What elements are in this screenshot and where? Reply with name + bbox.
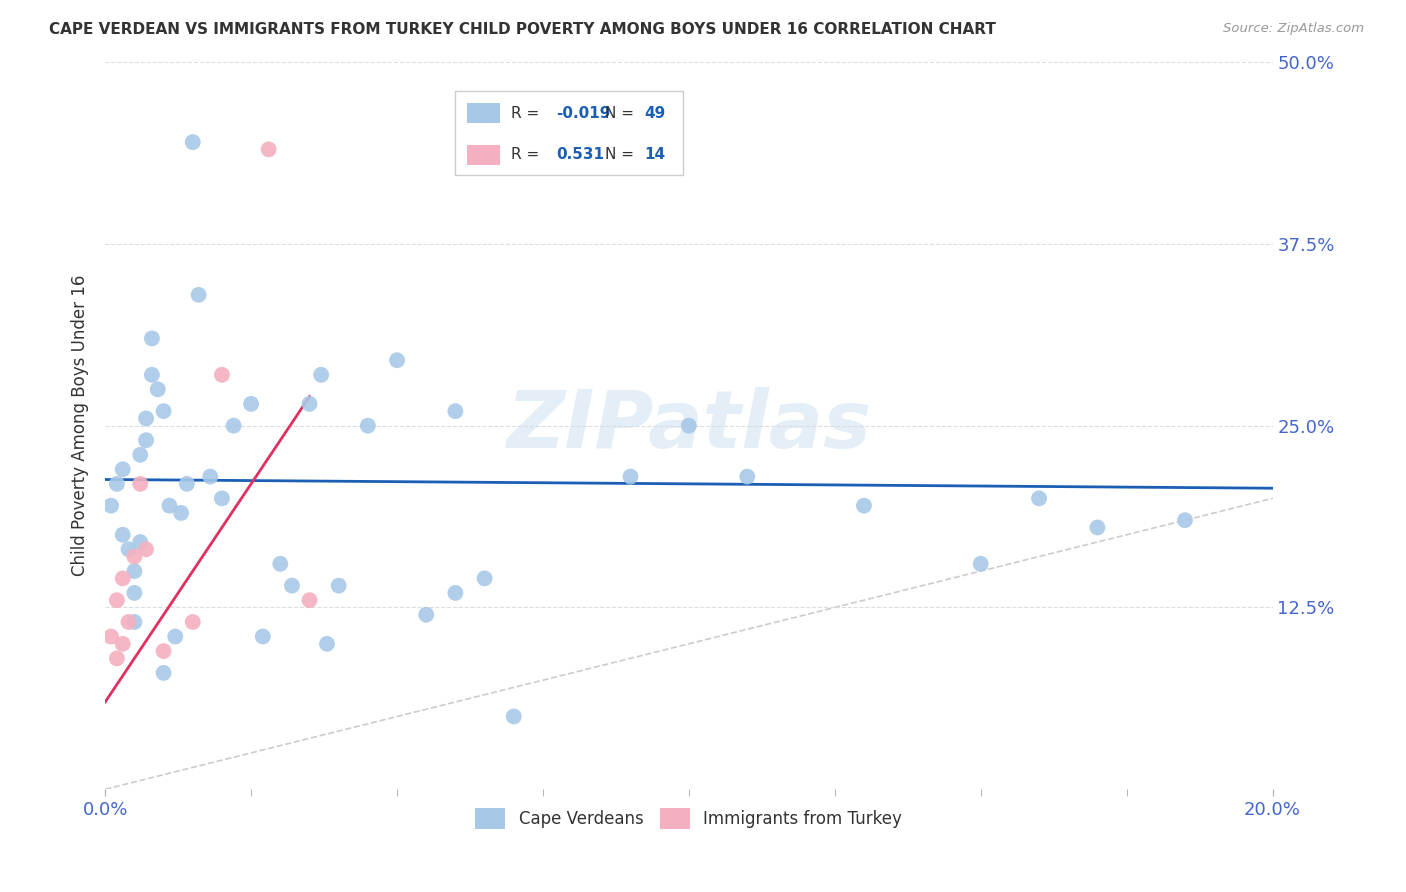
Text: N =: N =: [605, 147, 638, 162]
Point: [200, 469, 222, 483]
Point: [181, 615, 204, 629]
Point: [146, 382, 169, 396]
Point: [100, 630, 122, 644]
Point: [165, 630, 187, 644]
Point: [735, 469, 758, 483]
Point: [111, 462, 134, 476]
Point: [152, 644, 174, 658]
Point: [385, 353, 408, 368]
Point: [1087, 520, 1109, 534]
Point: [170, 506, 193, 520]
Point: [316, 637, 339, 651]
Point: [474, 571, 496, 585]
Point: [111, 571, 134, 585]
FancyBboxPatch shape: [467, 145, 499, 165]
Point: [298, 593, 321, 607]
Point: [124, 615, 146, 629]
FancyBboxPatch shape: [467, 103, 499, 123]
Point: [444, 404, 467, 418]
Point: [357, 418, 380, 433]
Point: [222, 418, 245, 433]
Text: 0.531: 0.531: [555, 147, 603, 162]
Point: [105, 651, 128, 665]
Point: [211, 368, 233, 382]
Point: [105, 476, 128, 491]
Y-axis label: Child Poverty Among Boys Under 16: Child Poverty Among Boys Under 16: [72, 275, 89, 576]
Point: [135, 434, 157, 448]
Point: [328, 579, 350, 593]
Point: [135, 542, 157, 557]
Point: [111, 527, 134, 541]
Point: [298, 397, 321, 411]
Point: [152, 665, 174, 680]
Point: [105, 593, 128, 607]
Point: [211, 491, 233, 506]
Point: [157, 499, 180, 513]
Point: [415, 607, 437, 622]
Text: N =: N =: [605, 105, 638, 120]
Text: 14: 14: [644, 147, 665, 162]
Text: CAPE VERDEAN VS IMMIGRANTS FROM TURKEY CHILD POVERTY AMONG BOYS UNDER 16 CORRELA: CAPE VERDEAN VS IMMIGRANTS FROM TURKEY C…: [49, 22, 995, 37]
Point: [124, 549, 146, 564]
Text: R =: R =: [512, 105, 544, 120]
Point: [176, 476, 198, 491]
Text: ZIPatlas: ZIPatlas: [506, 386, 872, 465]
Point: [117, 615, 139, 629]
Point: [124, 586, 146, 600]
Point: [100, 499, 122, 513]
Point: [187, 287, 209, 301]
Text: -0.019: -0.019: [555, 105, 610, 120]
Point: [444, 586, 467, 600]
FancyBboxPatch shape: [456, 91, 683, 175]
Text: Source: ZipAtlas.com: Source: ZipAtlas.com: [1223, 22, 1364, 36]
Point: [141, 368, 163, 382]
Point: [619, 469, 641, 483]
Legend: Cape Verdeans, Immigrants from Turkey: Cape Verdeans, Immigrants from Turkey: [468, 802, 910, 836]
Point: [252, 630, 274, 644]
Point: [678, 418, 700, 433]
Point: [152, 404, 174, 418]
Point: [240, 397, 263, 411]
Point: [181, 135, 204, 149]
Point: [129, 535, 152, 549]
Point: [309, 368, 332, 382]
Point: [257, 142, 280, 156]
Point: [1174, 513, 1197, 527]
Point: [281, 579, 304, 593]
Point: [141, 331, 163, 345]
Text: 49: 49: [644, 105, 666, 120]
Point: [970, 557, 993, 571]
Point: [129, 476, 152, 491]
Text: R =: R =: [512, 147, 550, 162]
Point: [269, 557, 291, 571]
Point: [111, 637, 134, 651]
Point: [502, 709, 524, 723]
Point: [129, 448, 152, 462]
Point: [852, 499, 875, 513]
Point: [135, 411, 157, 425]
Point: [117, 542, 139, 557]
Point: [1028, 491, 1050, 506]
Point: [124, 564, 146, 578]
